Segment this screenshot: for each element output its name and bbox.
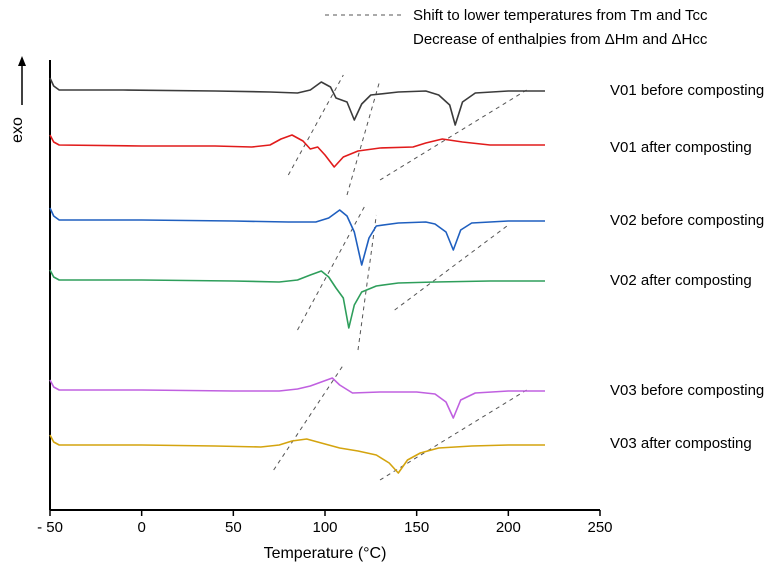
series-v01_after — [50, 135, 545, 167]
series-label-v02_after: V02 after composting — [610, 272, 752, 289]
series-v02_before — [50, 208, 545, 265]
series-label-v01_after: V01 after composting — [610, 139, 752, 156]
series-label-v02_before: V02 before composting — [610, 212, 764, 229]
shift-guide — [358, 215, 376, 350]
x-tick-label: 50 — [225, 519, 242, 536]
exo-arrow-head — [18, 56, 26, 66]
series-v03_after — [50, 435, 545, 473]
series-v02_after — [50, 270, 545, 328]
shift-guide — [395, 225, 509, 310]
x-tick-label: 150 — [404, 519, 429, 536]
x-axis-label: Temperature (°C) — [264, 545, 387, 562]
series-label-v03_before: V03 before composting — [610, 382, 764, 399]
x-tick-label: 250 — [587, 519, 612, 536]
header-line-1: Shift to lower temperatures from Tm and … — [413, 7, 708, 24]
shift-guide — [380, 90, 527, 180]
y-axis-label: exo — [9, 117, 26, 143]
series-label-v01_before: V01 before composting — [610, 82, 764, 99]
header-line-2: Decrease of enthalpies from ΔHm and ΔHcc — [413, 31, 708, 48]
x-tick-label: 200 — [496, 519, 521, 536]
x-tick-label: 0 — [137, 519, 145, 536]
x-tick-label: - 50 — [37, 519, 63, 536]
series-v01_before — [50, 78, 545, 125]
shift-guide — [298, 205, 366, 330]
dsc-chart: - 50 0 50 100 150 200 250 Temperature (°C) exo Sh… — [0, 0, 781, 567]
shift-guide — [274, 365, 344, 470]
shift-guide — [288, 75, 343, 175]
shift-guide — [347, 80, 380, 195]
series-v03_before — [50, 378, 545, 418]
x-tick-label: 100 — [312, 519, 337, 536]
series-label-v03_after: V03 after composting — [610, 435, 752, 452]
